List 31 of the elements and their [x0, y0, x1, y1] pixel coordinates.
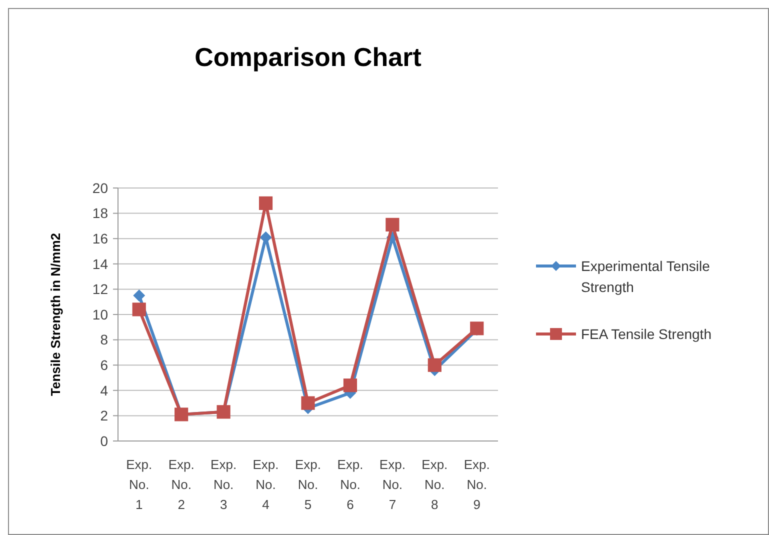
y-tick-label: 8: [100, 332, 108, 348]
y-tick-label: 12: [92, 281, 108, 298]
y-tick-label: 0: [100, 432, 108, 449]
y-tick-label: 6: [100, 357, 108, 373]
point: [343, 378, 358, 392]
x-tick-label: Exp. No. 5: [294, 457, 322, 512]
point: [258, 196, 273, 210]
legend-label: Experimental Tensile Strength: [581, 258, 710, 295]
chart-title: Comparison Chart: [194, 42, 422, 72]
y-tick-label: 18: [92, 205, 108, 222]
x-tick-label: Exp. No. 7: [379, 457, 406, 512]
x-tick-label: Exp. No. 4: [252, 457, 279, 512]
point: [428, 358, 442, 372]
point: [133, 290, 146, 302]
legend-label: FEA Tensile Strength: [581, 326, 712, 342]
x-tick-label: Exp. No. 3: [210, 457, 237, 512]
x-tick-label: Exp. No. 8: [422, 457, 448, 512]
y-axis-title: Tensile Strength in N/mm2: [48, 232, 63, 396]
y-tick-label: 2: [100, 408, 108, 424]
x-tick-label: Exp. No. 2: [168, 457, 194, 512]
point: [132, 302, 146, 316]
y-tick-label: 16: [92, 230, 108, 246]
y-tick-label: 4: [100, 382, 108, 398]
x-tick-label: Exp. No. 1: [126, 457, 152, 512]
y-tick-label: 20: [92, 180, 108, 196]
point: [386, 218, 400, 232]
y-tick-label: 10: [92, 306, 108, 322]
x-tick-label: Exp. No. 6: [337, 457, 364, 512]
y-tick-label: 14: [92, 256, 108, 272]
point: [301, 396, 315, 410]
x-tick-label: Exp. No. 9: [464, 457, 490, 512]
